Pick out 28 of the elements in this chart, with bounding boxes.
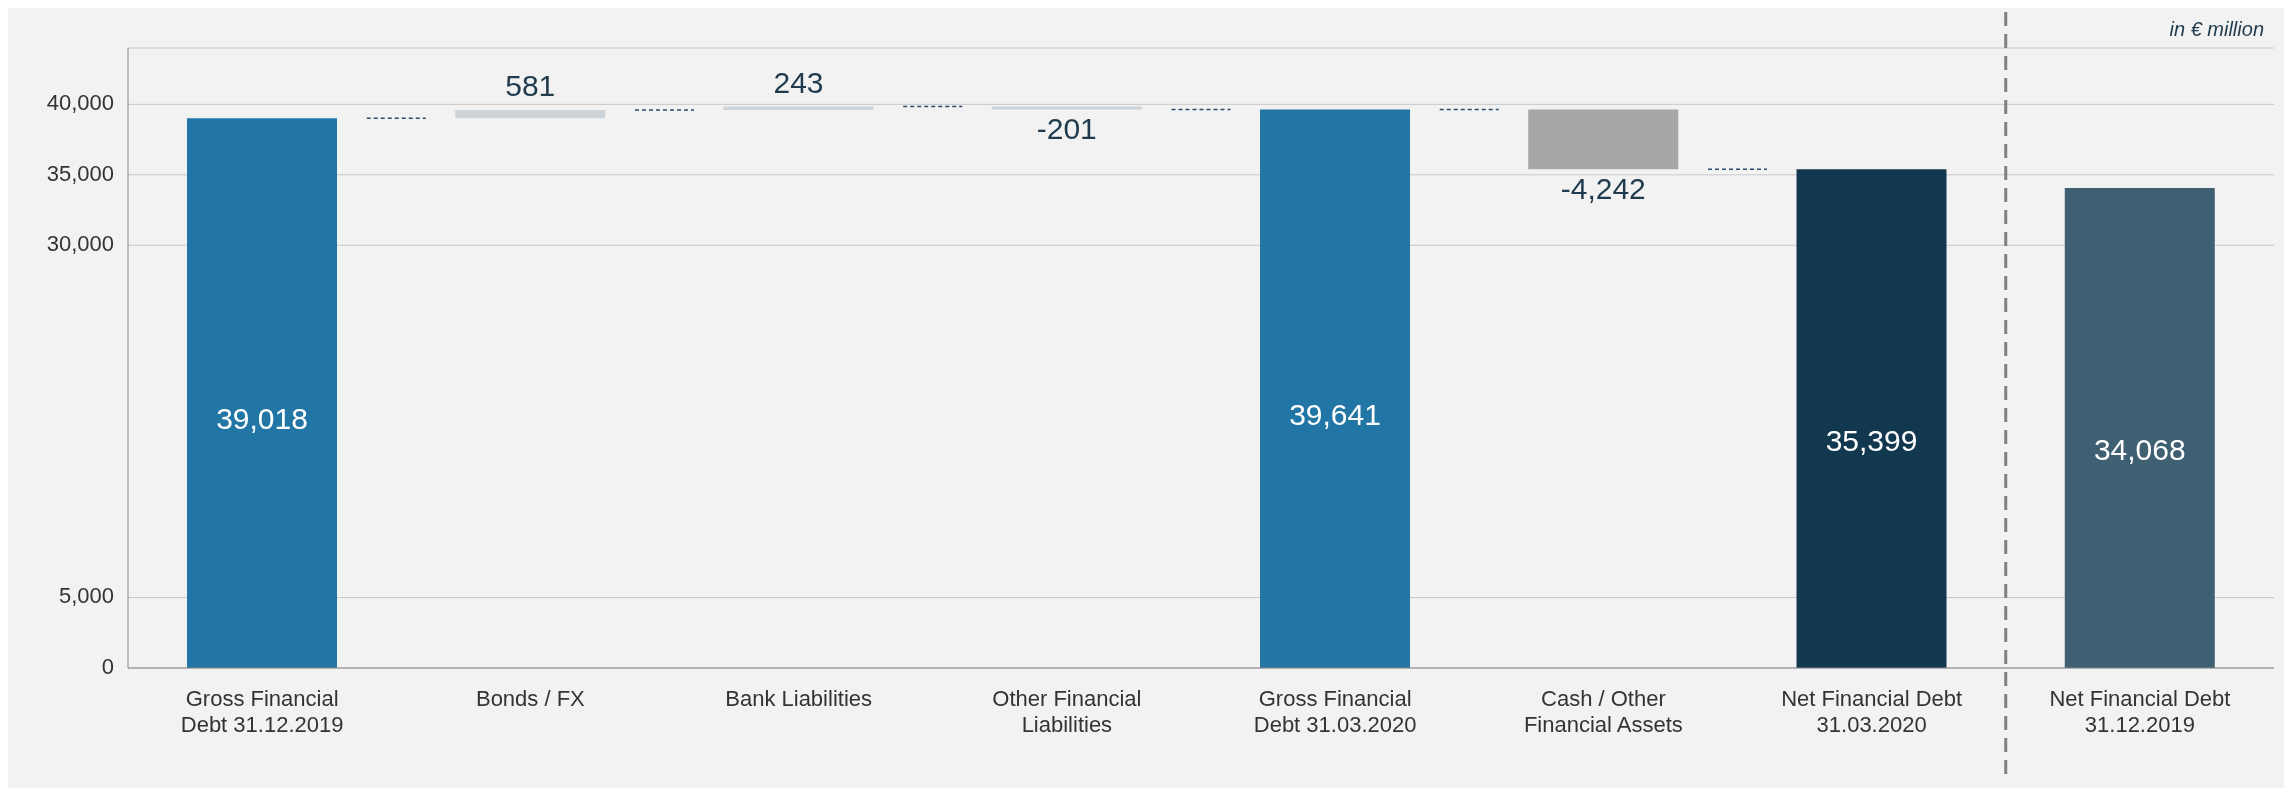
x-tick-label: Gross Financial Debt 31.03.2020: [1253, 685, 1417, 738]
data-label: -201: [1036, 112, 1097, 146]
data-label: 39,018: [216, 401, 308, 435]
data-label: 243: [773, 65, 824, 99]
y-tick-label: 0: [101, 653, 114, 679]
y-tick-label: 5,000: [58, 583, 114, 609]
bar: [187, 118, 338, 668]
data-label: 581: [505, 68, 556, 102]
x-tick-label: Cash / Other Financial Assets: [1523, 685, 1683, 738]
y-tick-label: 35,000: [46, 160, 114, 186]
text: in € million: [2169, 18, 2264, 41]
x-tick-label: Other Financial Liabilities: [992, 685, 1142, 738]
bar: [2064, 187, 2215, 668]
data-label: 35,399: [1825, 424, 1918, 458]
x-tick-label: Net Financial Debt 31.12.2019: [2049, 685, 2231, 738]
data-label: 39,641: [1289, 397, 1381, 431]
x-tick-label: Bonds / FX: [475, 685, 586, 711]
bar: [1260, 109, 1411, 668]
x-tick-label: Gross Financial Debt 31.12.2019: [180, 685, 344, 738]
y-tick-label: 30,000: [46, 231, 114, 257]
x-tick-label: Bank Liabilities: [725, 685, 872, 711]
data-label: 34,068: [2093, 432, 2186, 466]
bar: [455, 110, 606, 119]
bar: [1796, 169, 1947, 668]
data-label: -4,242: [1560, 172, 1646, 206]
y-tick-label: 40,000: [46, 90, 114, 116]
x-tick-label: Net Financial Debt 31.03.2020: [1781, 685, 1963, 738]
bar: [1528, 109, 1679, 170]
